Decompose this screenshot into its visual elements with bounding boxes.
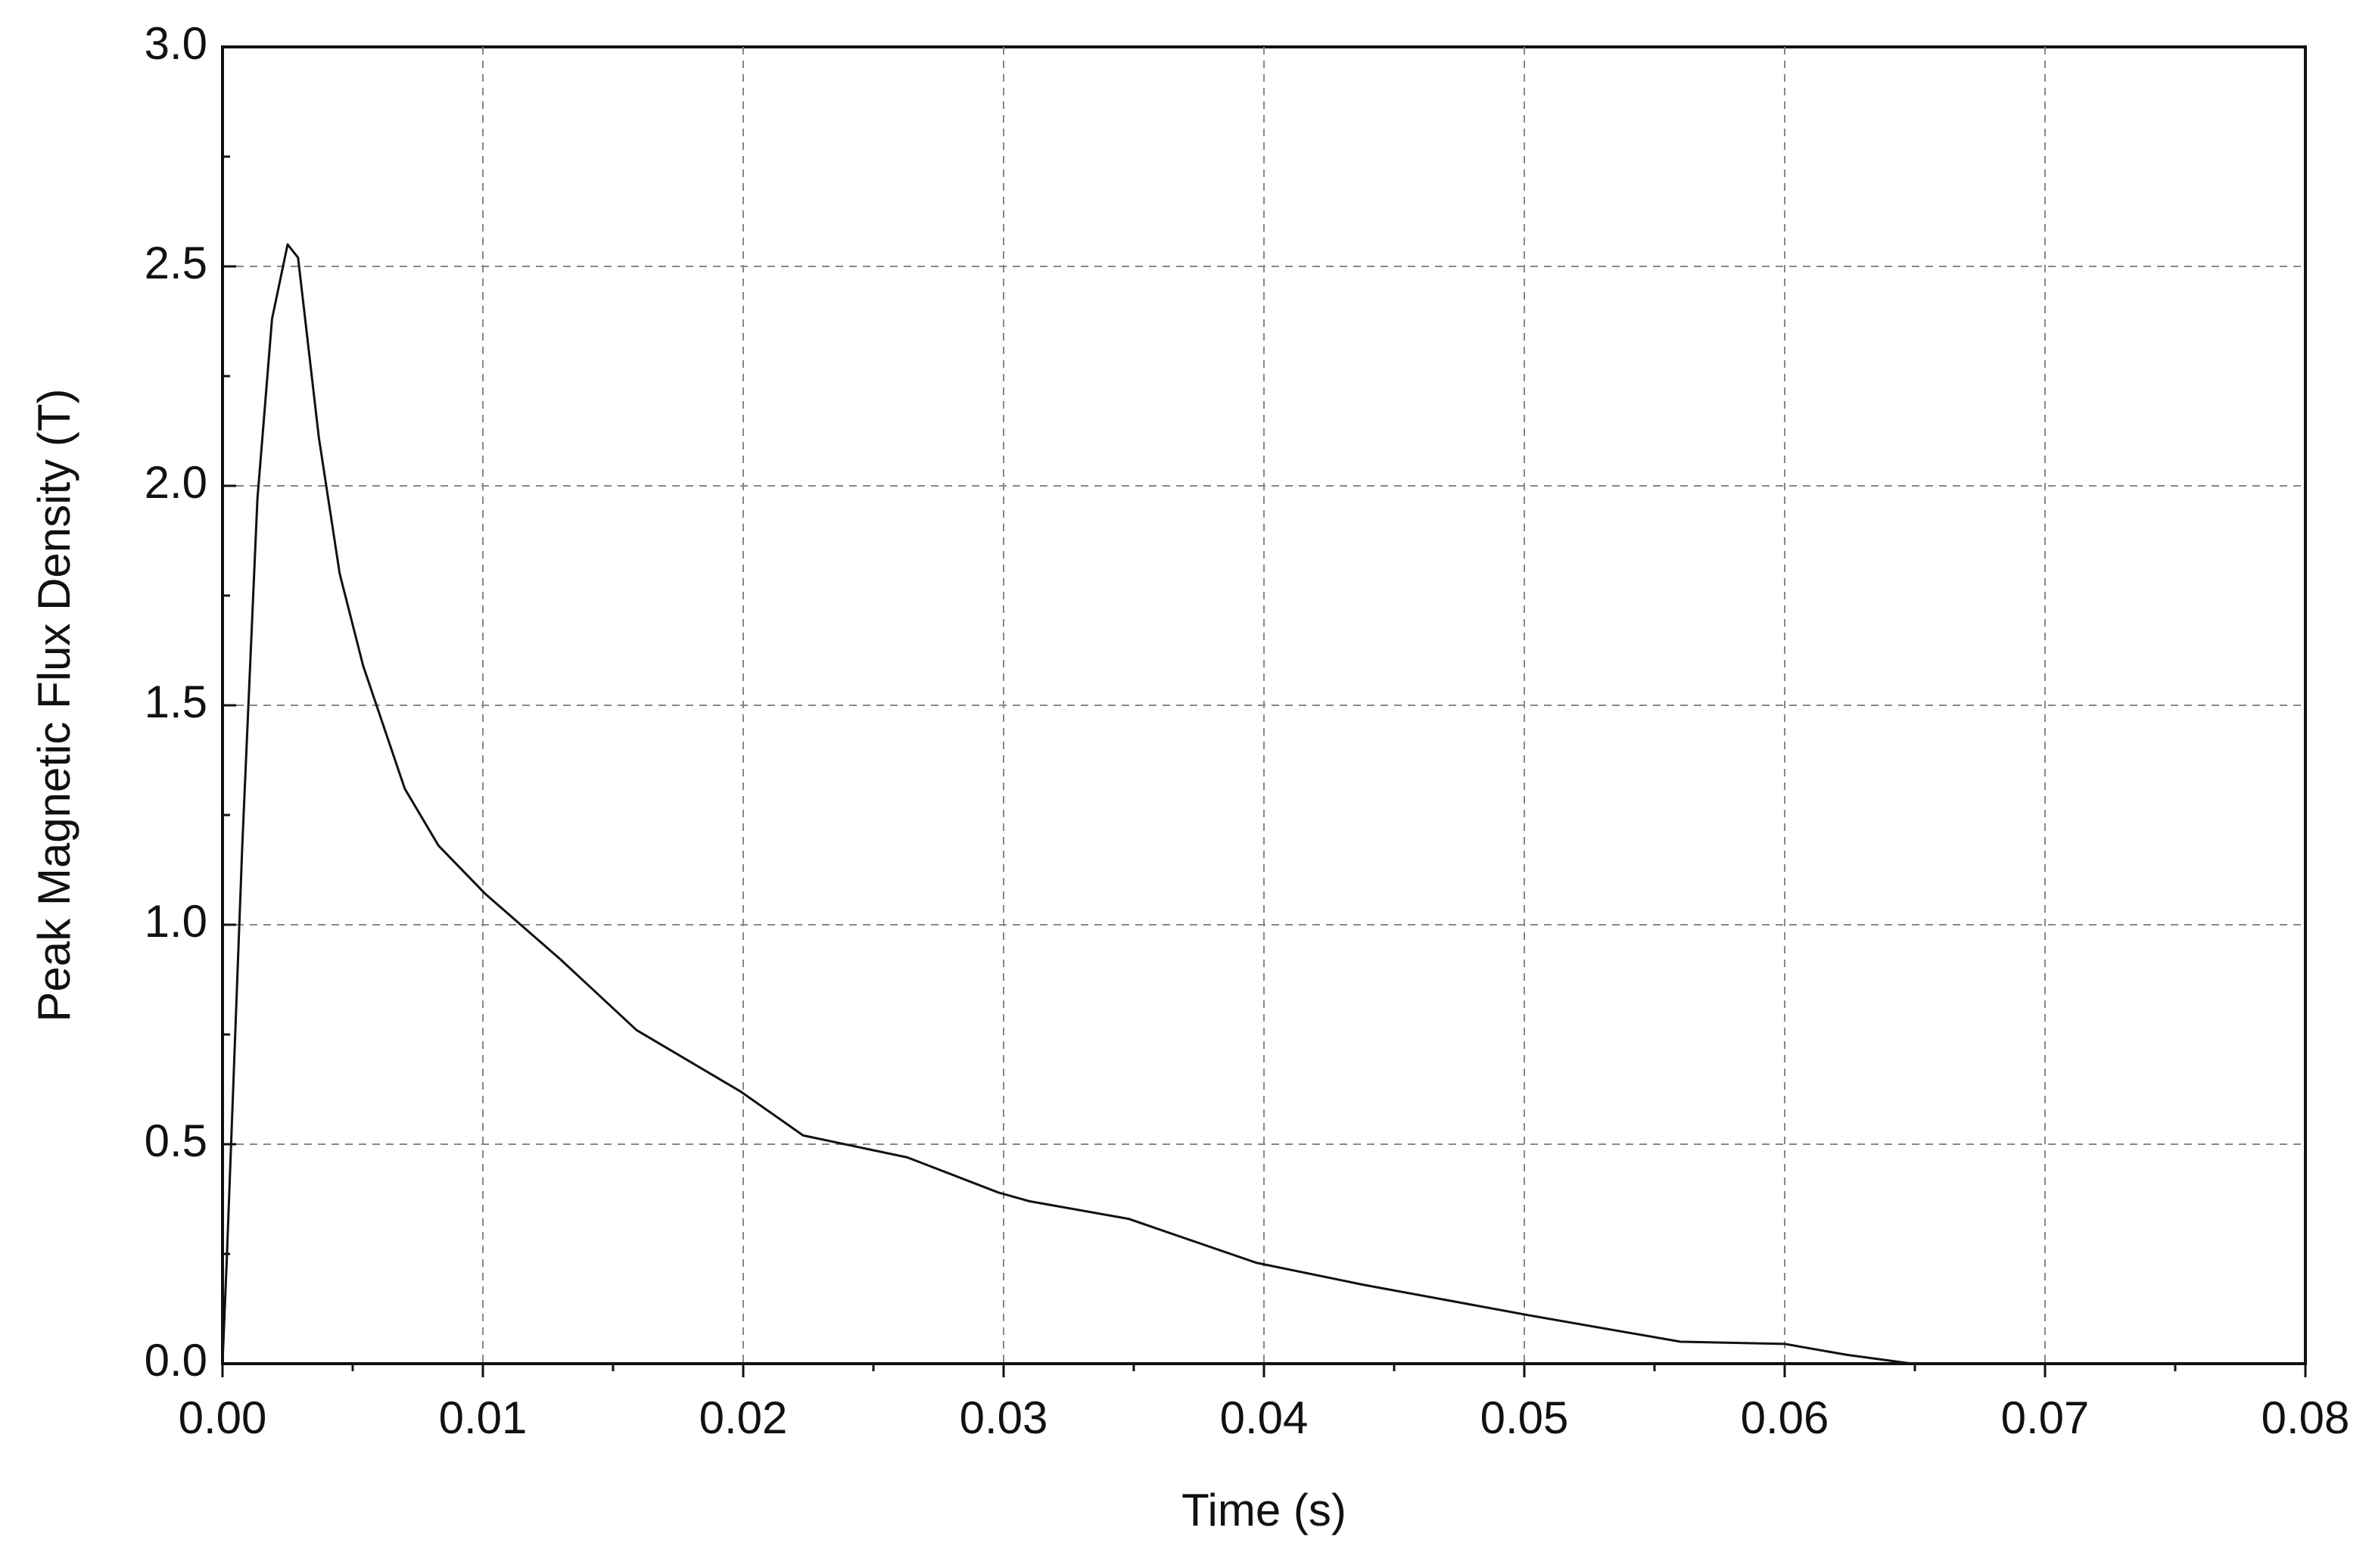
- x-tick-label: 0.08: [2261, 1392, 2350, 1443]
- y-tick-label: 1.0: [145, 896, 207, 947]
- data-line: [221, 243, 1913, 1365]
- y-axis-title: Peak Magnetic Flux Density (T): [29, 389, 79, 1022]
- y-tick-label: 1.5: [145, 677, 207, 727]
- x-tick-label: 0.06: [1741, 1392, 1829, 1443]
- x-tick-label: 0.01: [439, 1392, 528, 1443]
- y-tick-label: 0.0: [145, 1335, 207, 1386]
- y-tick-label: 3.0: [145, 18, 207, 69]
- x-tick-label: 0.07: [2001, 1392, 2090, 1443]
- y-tick-label: 0.5: [145, 1115, 207, 1166]
- x-tick-label: 0.02: [699, 1392, 788, 1443]
- x-tick-label: 0.05: [1480, 1392, 1569, 1443]
- x-tick-label: 0.04: [1220, 1392, 1309, 1443]
- x-tick-label: 0.03: [960, 1392, 1048, 1443]
- x-tick-label: 0.00: [179, 1392, 267, 1443]
- y-tick-label: 2.5: [145, 238, 207, 288]
- y-tick-label: 2.0: [145, 457, 207, 508]
- x-axis-title: Time (s): [1181, 1485, 1346, 1535]
